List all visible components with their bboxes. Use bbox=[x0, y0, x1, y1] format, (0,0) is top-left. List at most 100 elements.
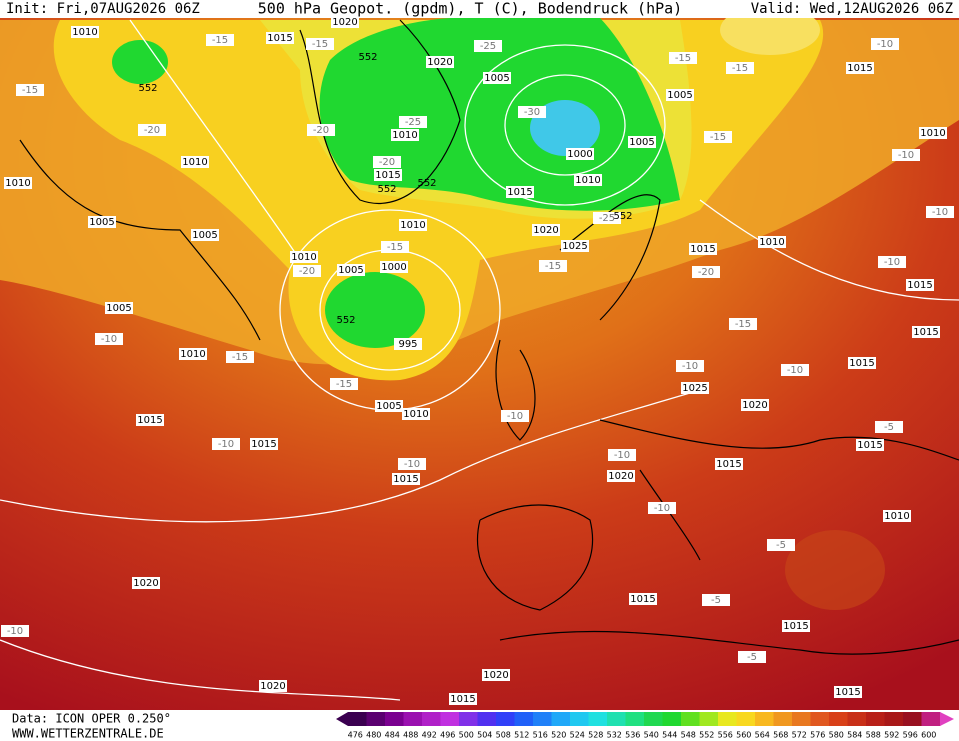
temperature-label-box bbox=[501, 410, 529, 422]
colorbar-tick-label: 556 bbox=[718, 731, 733, 740]
temperature-label: -5 bbox=[711, 595, 721, 606]
isobar-label: 1015 bbox=[393, 474, 418, 485]
isobar-label-box bbox=[883, 510, 911, 522]
colorbar-arrow-right bbox=[940, 712, 954, 726]
colorbar-tick-label: 540 bbox=[644, 731, 659, 740]
isobar-label-box bbox=[449, 693, 477, 705]
isobar-label-box bbox=[506, 186, 534, 198]
isobar-label: 1005 bbox=[484, 73, 509, 84]
colorbar-swatch bbox=[570, 712, 589, 726]
isobar-label-box bbox=[374, 169, 402, 181]
temperature-label-box bbox=[381, 241, 409, 253]
colorbar-tick-label: 488 bbox=[403, 731, 418, 740]
geopotential-label: 552 bbox=[358, 52, 377, 63]
colorbar-swatch bbox=[625, 712, 645, 726]
isobar-label: 1020 bbox=[483, 670, 508, 681]
isobar-label: 1015 bbox=[690, 244, 715, 255]
isobar-label-box bbox=[426, 56, 454, 68]
colorbar: 476 480 484 488 492 496 500 504 508 512 516 520 524 5… bbox=[336, 712, 954, 740]
isobar-label: 1010 bbox=[759, 237, 784, 248]
isobar-label: 1005 bbox=[338, 265, 363, 276]
isolines bbox=[0, 19, 959, 701]
temperature-label: -15 bbox=[336, 379, 352, 390]
colorbar-swatch bbox=[644, 712, 663, 726]
colorbar-tick-label: 520 bbox=[551, 731, 566, 740]
temperature-label: -20 bbox=[379, 157, 395, 168]
isobar-label: 1010 bbox=[400, 220, 425, 231]
isobar-label-box bbox=[834, 686, 862, 698]
colorbar-tick-label: 596 bbox=[903, 731, 918, 740]
isobar-label-box bbox=[566, 148, 594, 160]
colorbar-swatch bbox=[514, 712, 534, 726]
isobar-label: 1015 bbox=[847, 63, 872, 74]
temperature-label: -10 bbox=[404, 459, 420, 470]
temperature-label: -25 bbox=[599, 213, 615, 224]
colorbar-tick-label: 504 bbox=[477, 731, 492, 740]
colorbar-tick-label: 508 bbox=[496, 731, 511, 740]
temperature-label: -25 bbox=[405, 117, 421, 128]
temperature-label-box bbox=[729, 318, 757, 330]
temperature-label: -20 bbox=[698, 267, 714, 278]
colorbar-swatch bbox=[662, 712, 682, 726]
isobar-label-box bbox=[906, 279, 934, 291]
temperature-label-box bbox=[306, 38, 334, 50]
colorbar-swatch bbox=[496, 712, 515, 726]
temperature-label-box bbox=[871, 38, 899, 50]
colorbar-swatch bbox=[921, 712, 941, 726]
init-time: Init: Fri,07AUG2026 06Z bbox=[6, 1, 200, 17]
temperature-label-box bbox=[781, 364, 809, 376]
temperature-label: -10 bbox=[7, 626, 23, 637]
isobar-label: 1005 bbox=[629, 137, 654, 148]
field-cyan bbox=[530, 100, 600, 156]
field-yellow-ne bbox=[720, 18, 820, 55]
temperature-label-box bbox=[539, 260, 567, 272]
colorbar-swatch bbox=[607, 712, 626, 726]
temperature-label: -5 bbox=[747, 652, 757, 663]
colorbar-tick-label: 568 bbox=[773, 731, 788, 740]
temperature-label-box bbox=[16, 84, 44, 96]
isobar-label-box bbox=[628, 136, 656, 148]
temperature-label-box bbox=[212, 438, 240, 450]
isobar-label: 1010 bbox=[884, 511, 909, 522]
field-warm-se bbox=[785, 530, 885, 610]
isobar-label: 1015 bbox=[716, 459, 741, 470]
temperature-label: -20 bbox=[299, 266, 315, 277]
isobar-label: 1015 bbox=[267, 33, 292, 44]
temperature-label: -20 bbox=[144, 125, 160, 136]
temperature-label: -10 bbox=[101, 334, 117, 345]
isobar-label-box bbox=[181, 156, 209, 168]
isobar-label-box bbox=[758, 236, 786, 248]
isobar-label-box bbox=[856, 439, 884, 451]
colorbar-swatch bbox=[829, 712, 848, 726]
colorbar-swatch bbox=[440, 712, 460, 726]
colorbar-swatch bbox=[551, 712, 571, 726]
colorbar-tick-label: 548 bbox=[681, 731, 696, 740]
temperature-label-box bbox=[518, 106, 546, 118]
isobar-label: 1010 bbox=[182, 157, 207, 168]
coastlines bbox=[19, 19, 959, 655]
temperature-label-box bbox=[226, 351, 254, 363]
isobar-label: 1010 bbox=[291, 252, 316, 263]
temperature-label: -15 bbox=[732, 63, 748, 74]
colorbar-tick-label: 584 bbox=[847, 731, 862, 740]
temperature-label-box bbox=[1, 625, 29, 637]
isobar-label: 1005 bbox=[106, 303, 131, 314]
isobar-label-box bbox=[607, 470, 635, 482]
isobar-label-box bbox=[132, 577, 160, 589]
isobar-label-box bbox=[4, 177, 32, 189]
colorbar-tick-label: 500 bbox=[459, 731, 474, 740]
temperature-label-box bbox=[330, 378, 358, 390]
colorbar-tick-label: 544 bbox=[662, 731, 677, 740]
temperature-label-box bbox=[95, 333, 123, 345]
isobar-label: 1025 bbox=[682, 383, 707, 394]
isobar-label: 1010 bbox=[392, 130, 417, 141]
temperature-label-box bbox=[373, 156, 401, 168]
isobar-label-box bbox=[391, 129, 419, 141]
colorbar-tick-label: 476 bbox=[348, 731, 363, 740]
isobar-label: 1010 bbox=[72, 27, 97, 38]
colorbar-swatch bbox=[681, 712, 700, 726]
isobar-label-box bbox=[375, 400, 403, 412]
isobar-label-box bbox=[483, 72, 511, 84]
temperature-label-box bbox=[676, 360, 704, 372]
